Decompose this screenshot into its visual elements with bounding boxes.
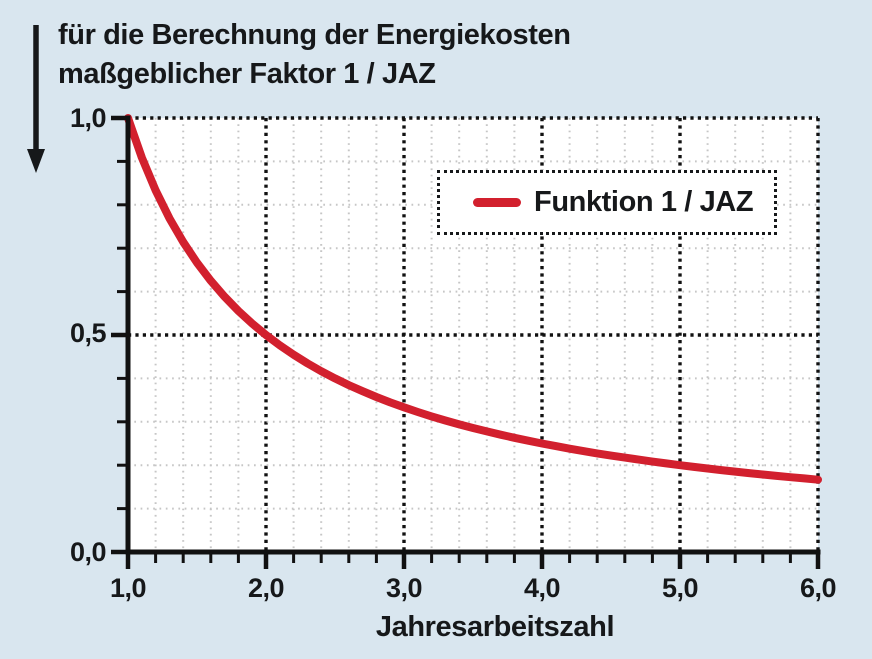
down-arrow-icon — [27, 25, 45, 173]
chart-title-line1: für die Berechnung der Energiekosten — [58, 19, 571, 51]
legend-line-swatch — [473, 198, 521, 207]
x-tick-label: 3,0 — [385, 573, 423, 603]
x-tick-label: 5,0 — [661, 573, 699, 603]
y-tick-label: 1,0 — [69, 103, 107, 133]
y-tick-label: 0,5 — [69, 318, 107, 348]
chart-title-line2: maßgeblicher Faktor 1 / JAZ — [58, 58, 436, 90]
x-tick-label: 1,0 — [109, 573, 147, 603]
x-tick-label: 4,0 — [523, 573, 561, 603]
x-tick-label: 6,0 — [799, 573, 837, 603]
x-axis-title: Jahresarbeitszahl — [375, 611, 615, 643]
legend-label: Funktion 1 / JAZ — [534, 186, 754, 218]
x-tick-label: 2,0 — [247, 573, 285, 603]
legend: Funktion 1 / JAZ — [437, 170, 777, 235]
y-tick-label: 0,0 — [69, 537, 107, 567]
